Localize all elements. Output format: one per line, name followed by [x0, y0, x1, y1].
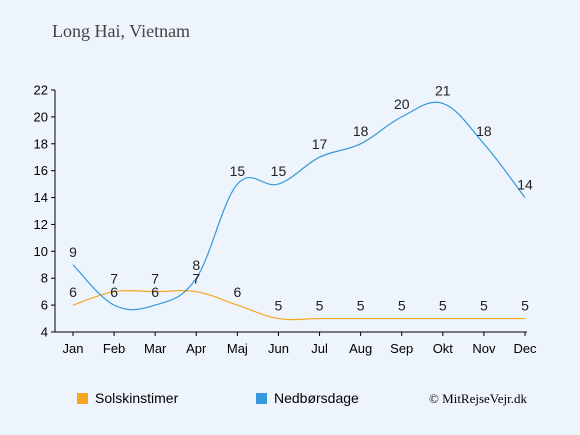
y-tick-label: 10: [34, 244, 48, 259]
x-tick-label: Jan: [63, 341, 84, 356]
legend: Solskinstimer Nedbørsdage: [77, 390, 359, 406]
series-line-1: [72, 101, 526, 311]
data-label: 5: [521, 298, 529, 314]
chart-title: Long Hai, Vietnam: [52, 21, 191, 41]
x-tick-label: Apr: [186, 341, 207, 356]
y-tick-label: 4: [41, 325, 48, 340]
x-tick-label: Feb: [103, 341, 125, 356]
copyright-text: © MitRejseVejr.dk: [429, 391, 527, 406]
y-tick-label: 16: [34, 163, 48, 178]
data-label: 7: [192, 271, 200, 287]
x-tick-label: Maj: [227, 341, 248, 356]
data-label: 5: [439, 298, 447, 314]
x-tick-label: Jun: [268, 341, 289, 356]
data-label: 17: [312, 136, 328, 152]
data-label: 20: [394, 96, 410, 112]
data-label: 15: [230, 163, 246, 179]
y-tick-label: 14: [34, 190, 48, 205]
y-tick-label: 18: [34, 136, 48, 151]
x-tick-label: Jul: [311, 341, 328, 356]
data-label: 15: [271, 163, 287, 179]
data-label: 6: [233, 284, 241, 300]
data-label: 5: [480, 298, 488, 314]
y-tick-label: 6: [41, 298, 48, 313]
legend-label-solskinstimer: Solskinstimer: [95, 390, 179, 406]
data-label: 5: [275, 298, 283, 314]
legend-label-nedborsdage: Nedbørsdage: [274, 390, 359, 406]
axes: 4 6 8 10 12 14 16 18 20 22 Jan Feb Mar Apr Maj Jun Jul Au…: [34, 83, 538, 357]
x-tick-label: Okt: [433, 341, 454, 356]
y-tick-label: 12: [34, 217, 48, 232]
y-tick-label: 8: [41, 271, 48, 286]
data-label: 7: [151, 271, 159, 287]
x-tick-label: Mar: [144, 341, 167, 356]
data-label: 7: [110, 271, 118, 287]
y-tick-label: 20: [34, 109, 48, 124]
legend-swatch-solskinstimer: [77, 393, 88, 404]
data-label: 5: [398, 298, 406, 314]
data-label: 18: [476, 123, 492, 139]
data-label: 9: [69, 244, 77, 260]
data-label: 6: [110, 284, 118, 300]
data-label: 14: [517, 177, 533, 193]
data-label: 8: [192, 257, 200, 273]
x-tick-label: Dec: [513, 341, 537, 356]
data-label: 6: [69, 284, 77, 300]
data-label: 21: [435, 82, 451, 98]
x-tick-label: Aug: [349, 341, 372, 356]
data-label: 6: [151, 284, 159, 300]
series-layer: [72, 101, 526, 321]
data-label: 18: [353, 123, 369, 139]
y-tick-label: 22: [34, 83, 48, 98]
x-tick-label: Nov: [472, 341, 496, 356]
data-label: 5: [316, 298, 324, 314]
x-tick-label: Sep: [390, 341, 413, 356]
series-line-0: [72, 290, 525, 321]
data-label: 5: [357, 298, 365, 314]
legend-swatch-nedborsdage: [256, 393, 267, 404]
